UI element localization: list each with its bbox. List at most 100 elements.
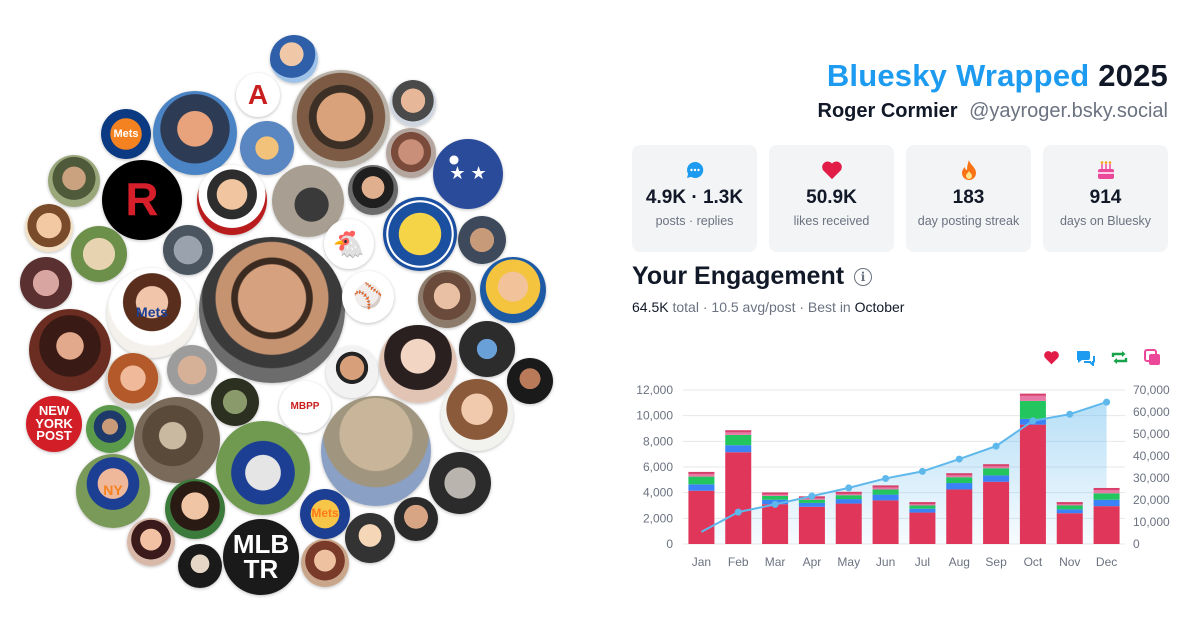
avatar-text: R [125,173,159,226]
avatar[interactable] [458,216,506,264]
bar-segment-replies [835,499,862,504]
avatar-ny-post[interactable]: NEW YORK POST [26,396,82,452]
avatar[interactable] [292,70,390,168]
avatar[interactable] [48,155,100,207]
avatar-one-union[interactable] [197,165,267,235]
flame-icon [906,159,1031,181]
heart-icon [769,159,894,181]
stat-card-streak: 183 day posting streak [906,145,1031,252]
avatar-cartoon[interactable]: Mets [300,489,350,539]
bar-segment-reposts [909,505,936,509]
avatar[interactable] [178,544,222,588]
bar-segment-replies [725,445,752,453]
avatar-mlbtr[interactable]: MLB TR [223,519,299,595]
avatar[interactable] [270,35,318,83]
bar-segment-quotes [983,465,1010,469]
avatar[interactable] [390,80,436,126]
chart-bars [688,393,1120,544]
x-tick-label: Jul [915,555,930,569]
avatar[interactable] [240,121,294,175]
bar-segment-reposts [762,495,789,500]
avatar[interactable] [507,358,553,404]
bar-segment-likes [946,489,973,544]
left-tick-label: 12,000 [636,383,673,397]
cumulative-point [845,484,853,492]
right-tick-label: 60,000 [1133,405,1170,419]
cumulative-point [771,500,779,508]
bar-segment-likes [1056,513,1083,544]
avatar[interactable] [216,421,310,515]
avatar-cartoon[interactable]: MBPP [279,381,331,433]
title-brand: Bluesky Wrapped [826,58,1090,93]
avatar[interactable] [418,270,476,328]
avatar[interactable] [134,397,220,483]
avatar[interactable] [301,539,349,587]
avatar[interactable] [429,452,491,514]
info-icon[interactable]: i [854,267,873,286]
x-tick-label: Oct [1024,555,1043,569]
avatar-mets-logo[interactable]: Mets [101,109,151,159]
engagement-title-text: Your Engagement [632,262,845,290]
avatar[interactable] [459,321,515,377]
bar-segment-likes [1019,424,1046,544]
avatar-center[interactable] [199,237,345,383]
avatar[interactable] [441,379,513,451]
heart-icon[interactable] [1040,347,1062,367]
avatar[interactable] [167,345,217,395]
avatar-cartoon[interactable]: ⚾ [342,271,394,323]
avatar[interactable] [321,396,431,506]
avatar-razzball[interactable]: R [102,160,182,240]
avatar[interactable] [211,378,259,426]
avatar[interactable] [25,204,73,252]
avatar[interactable] [386,128,436,178]
avatar[interactable] [394,497,438,541]
avatar[interactable] [165,479,225,539]
avatar[interactable] [29,309,111,391]
repost-icon[interactable] [1108,347,1130,367]
bar-segment-likes [909,512,936,544]
avatar[interactable] [86,405,134,453]
bar-segment-quotes [762,493,789,496]
avatar-stars[interactable]: ★ ★ [433,139,503,209]
avatar[interactable] [127,518,175,566]
avatar[interactable] [163,225,213,275]
avatar[interactable] [326,346,378,398]
avatar-cartoon[interactable] [345,513,395,563]
bar-segment-reposts [1019,400,1046,419]
avatar[interactable] [348,165,398,215]
left-tick-label: 6,000 [643,460,673,474]
bar-segment-quotes [688,473,715,477]
right-tick-label: 40,000 [1133,449,1170,463]
avatar-logo[interactable]: A [236,73,280,117]
avatar[interactable] [20,257,72,309]
reply-icon[interactable] [1074,347,1096,367]
avatar[interactable]: Mets [107,268,197,358]
avatar[interactable]: NY [76,454,150,528]
avatar[interactable] [379,325,457,403]
avatar-chicken[interactable]: 🐔 [324,219,374,269]
chart-legend [1040,347,1164,367]
right-tick-label: 50,000 [1133,427,1170,441]
engagement-best-prefix: Best in [807,299,851,315]
x-tick-label: Feb [728,555,749,569]
bar-segment-quotes [1056,503,1083,506]
bar-cap [1019,393,1046,396]
bar-segment-likes [1093,506,1120,544]
bar-segment-likes [835,503,862,544]
bar-segment-quotes [872,486,899,490]
x-axis-ticks: Jan Feb Mar Apr May Jun Jul Aug Sep Oct Nov Dec [692,555,1118,569]
bar-segment-reposts [725,434,752,446]
avatar-text: ⚾ [353,282,383,310]
avatar-logo[interactable] [383,197,457,271]
left-tick-label: 10,000 [636,409,673,423]
user-handle[interactable]: @yayroger.bsky.social [969,100,1168,122]
engagement-avg: 10.5 avg/post [711,299,796,315]
cumulative-point [955,455,963,463]
avatar-cartoon[interactable] [480,257,546,323]
avatar[interactable] [105,353,161,409]
avatar[interactable] [153,91,237,175]
engagement-total-word: total [672,299,699,315]
left-tick-label: 0 [666,537,673,551]
quote-icon[interactable] [1142,347,1164,367]
avatar[interactable] [71,226,127,282]
